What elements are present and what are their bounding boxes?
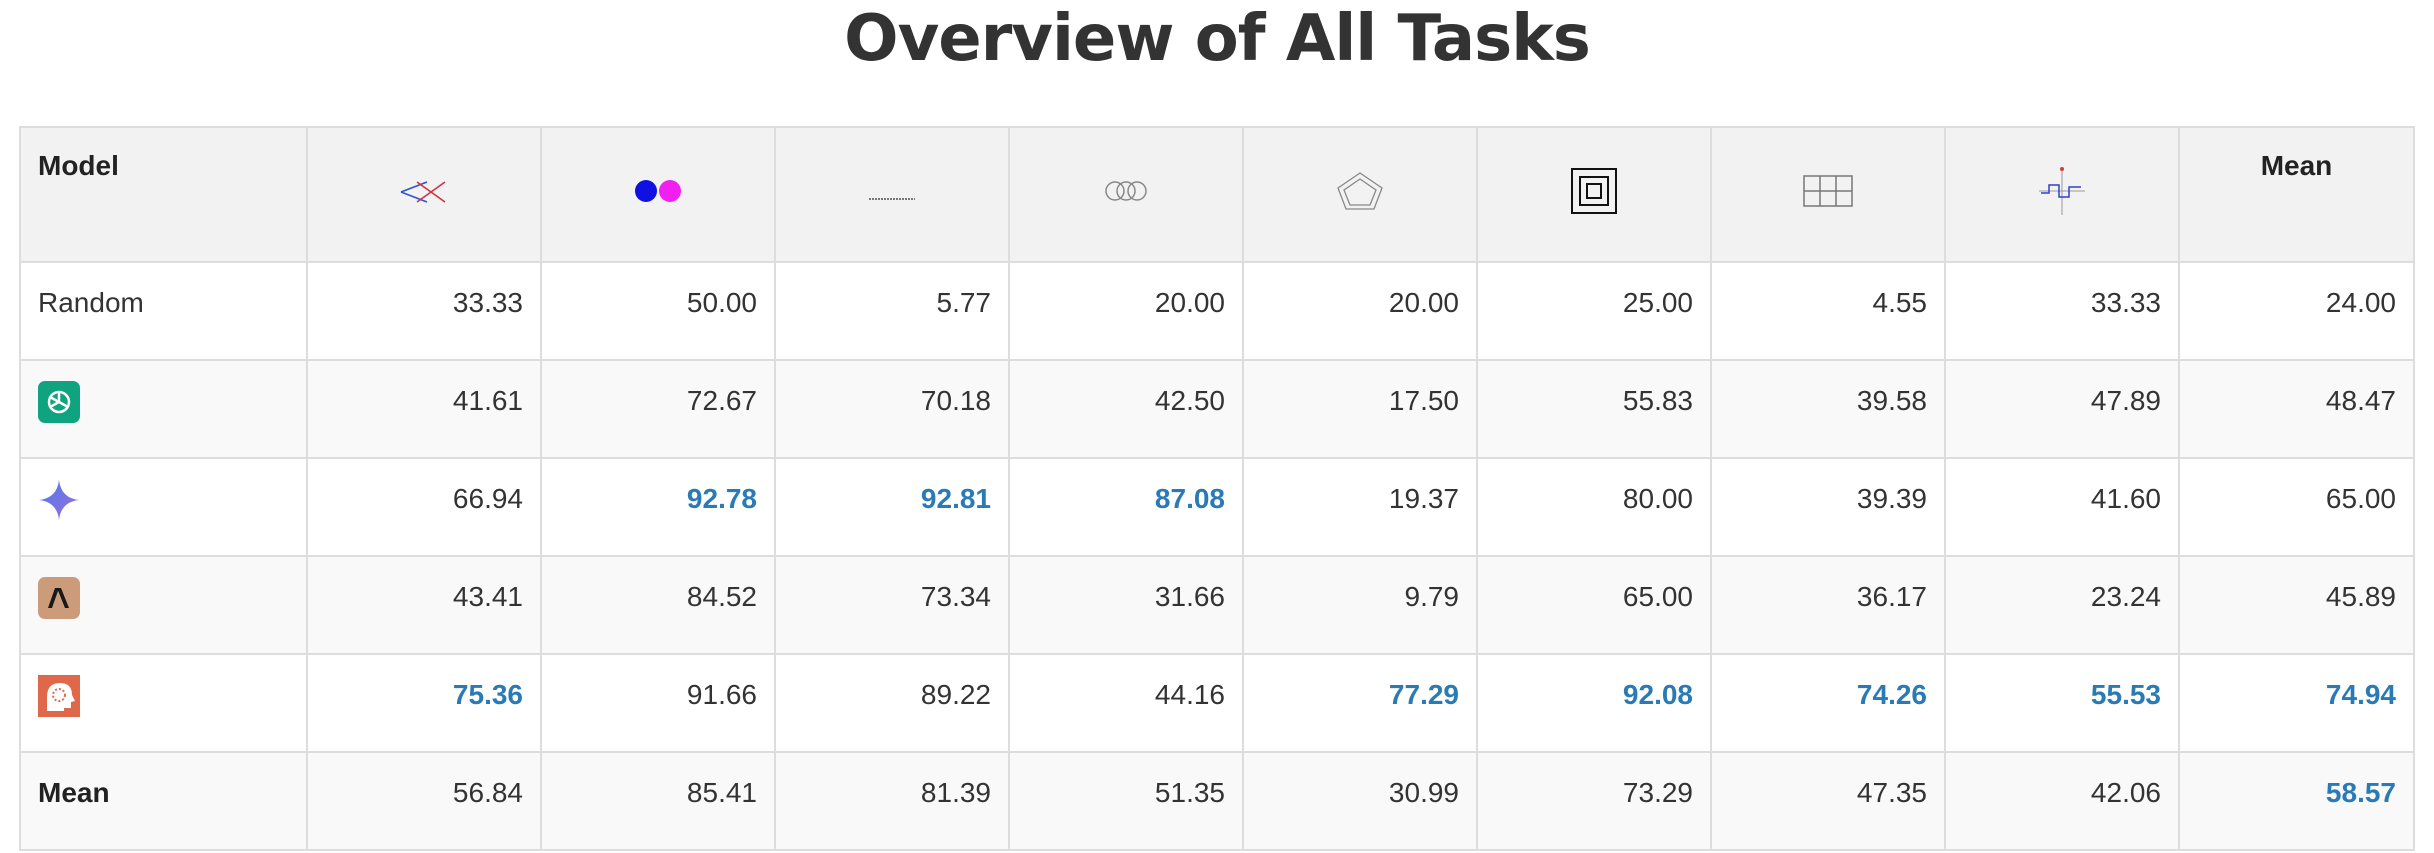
score-cell: 33.33	[306, 261, 542, 361]
table-row: 41.61 72.67 70.18 42.50 17.50 55.83 39.58 47.89…	[19, 359, 2415, 459]
score-cell: 4.55	[1710, 261, 1946, 361]
score-cell: 39.39	[1710, 457, 1946, 557]
table-body: Random 33.33 50.00 5.77 20.00 20.00 25.00 4.55 3…	[19, 261, 2415, 851]
model-cell: Random	[19, 261, 308, 361]
header-cell: Model	[19, 126, 308, 263]
task-icon-header	[540, 126, 776, 263]
task-icon-header	[306, 126, 542, 263]
table-row: 66.94 92.78 92.81 87.08 19.37 80.00 39.39 41.60…	[19, 457, 2415, 557]
task-icon-header	[1944, 126, 2180, 263]
task-icon-header	[1242, 126, 1478, 263]
score-cell: 85.41	[540, 751, 776, 851]
score-cell: 70.18	[774, 359, 1010, 459]
score-cell: 17.50	[1242, 359, 1478, 459]
score-cell: 41.60	[1944, 457, 2180, 557]
score-cell: 33.33	[1944, 261, 2180, 361]
score-cell: 5.77	[774, 261, 1010, 361]
score-cell: 92.78	[540, 457, 776, 557]
model-cell: Mean	[19, 751, 308, 851]
score-cell: 50.00	[540, 261, 776, 361]
score-cell: 75.36	[306, 653, 542, 753]
score-cell: 23.24	[1944, 555, 2180, 655]
score-cell: 77.29	[1242, 653, 1478, 753]
score-cell: 43.41	[306, 555, 542, 655]
score-cell: 56.84	[306, 751, 542, 851]
table-row: 43.41 84.52 73.34 31.66 9.79 65.00 36.17 23.24 4…	[19, 555, 2415, 655]
score-cell: 41.61	[306, 359, 542, 459]
model-logo-cell	[19, 359, 308, 459]
score-cell: 36.17	[1710, 555, 1946, 655]
score-cell: 20.00	[1008, 261, 1244, 361]
score-cell: 91.66	[540, 653, 776, 753]
score-cell: 20.00	[1242, 261, 1478, 361]
score-cell: 55.53	[1944, 653, 2180, 753]
score-cell: 80.00	[1476, 457, 1712, 557]
score-cell: 55.83	[1476, 359, 1712, 459]
score-cell: 66.94	[306, 457, 542, 557]
header-row: Model Mean	[19, 126, 2415, 263]
task-icon-header	[1476, 126, 1712, 263]
score-cell: 42.06	[1944, 751, 2180, 851]
score-cell: 87.08	[1008, 457, 1244, 557]
model-logo-cell	[19, 653, 308, 753]
score-cell: 65.00	[2178, 457, 2415, 557]
score-cell: 31.66	[1008, 555, 1244, 655]
score-cell: 81.39	[774, 751, 1010, 851]
page-title: Overview of All Tasks	[844, 2, 1591, 76]
score-cell: 74.26	[1710, 653, 1946, 753]
header-cell: Mean	[2178, 126, 2415, 263]
score-cell: 92.08	[1476, 653, 1712, 753]
results-table: Model Mean Random 33.33 50.00 5.77 20.00 20.00 2…	[19, 126, 2415, 851]
score-cell: 9.79	[1242, 555, 1478, 655]
score-cell: 39.58	[1710, 359, 1946, 459]
score-cell: 42.50	[1008, 359, 1244, 459]
score-cell: 19.37	[1242, 457, 1478, 557]
score-cell: 58.57	[2178, 751, 2415, 851]
score-cell: 24.00	[2178, 261, 2415, 361]
task-icon-header	[774, 126, 1010, 263]
table-row: 75.36 91.66 89.22 44.16 77.29 92.08 74.26 55.53…	[19, 653, 2415, 753]
score-cell: 89.22	[774, 653, 1010, 753]
score-cell: 73.34	[774, 555, 1010, 655]
score-cell: 30.99	[1242, 751, 1478, 851]
table-row: Mean 56.84 85.41 81.39 51.35 30.99 73.29 47.35 4…	[19, 751, 2415, 851]
score-cell: 92.81	[774, 457, 1010, 557]
score-cell: 47.89	[1944, 359, 2180, 459]
score-cell: 51.35	[1008, 751, 1244, 851]
model-logo-cell	[19, 555, 308, 655]
score-cell: 47.35	[1710, 751, 1946, 851]
score-cell: 73.29	[1476, 751, 1712, 851]
score-cell: 72.67	[540, 359, 776, 459]
score-cell: 44.16	[1008, 653, 1244, 753]
table-row: Random 33.33 50.00 5.77 20.00 20.00 25.00 4.55 3…	[19, 261, 2415, 361]
score-cell: 65.00	[1476, 555, 1712, 655]
score-cell: 25.00	[1476, 261, 1712, 361]
task-icon-header	[1710, 126, 1946, 263]
task-icon-header	[1008, 126, 1244, 263]
score-cell: 84.52	[540, 555, 776, 655]
score-cell: 74.94	[2178, 653, 2415, 753]
score-cell: 48.47	[2178, 359, 2415, 459]
score-cell: 45.89	[2178, 555, 2415, 655]
model-logo-cell	[19, 457, 308, 557]
